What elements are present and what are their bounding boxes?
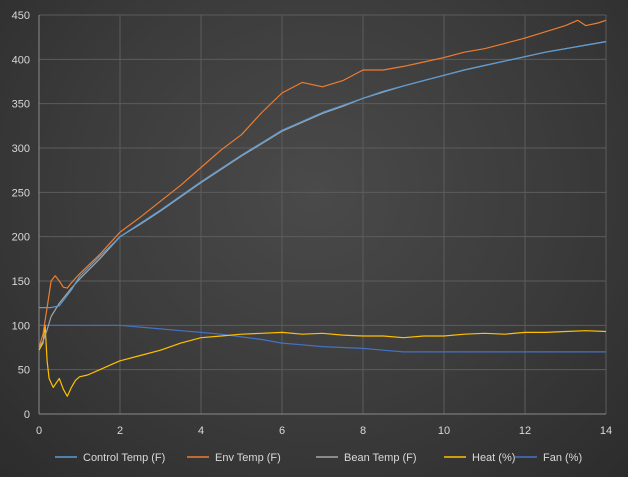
legend: Control Temp (F) Env Temp (F) Bean Temp (F… xyxy=(55,452,582,464)
y-tick-label: 200 xyxy=(12,232,30,244)
y-tick-label: 350 xyxy=(12,99,30,111)
y-tick-label: 150 xyxy=(12,276,30,288)
series-line-bean-temp-f xyxy=(38,41,607,348)
series-line-fan xyxy=(39,324,606,353)
series-line-heat xyxy=(38,324,607,397)
x-tick-label: 4 xyxy=(198,425,204,437)
legend-label-env-temp-f: Env Temp (F) xyxy=(215,452,281,464)
y-tick-label: 400 xyxy=(12,54,30,66)
y-tick-label: 250 xyxy=(12,187,30,199)
y-tick-label: 0 xyxy=(24,409,30,421)
legend-label-control-temp-f: Control Temp (F) xyxy=(83,452,165,464)
axes: 0 50 100 150 200 250 300 350 400 450 0 2 4 6 8 10 12 14 xyxy=(12,10,612,437)
series-line-env-temp-f xyxy=(38,19,607,348)
y-tick-label: 300 xyxy=(12,143,30,155)
x-tick-label: 0 xyxy=(36,425,42,437)
legend-label-bean-temp-f: Bean Temp (F) xyxy=(344,452,417,464)
x-tick-label: 6 xyxy=(279,425,285,437)
x-tick-label: 10 xyxy=(438,425,450,437)
y-tick-label: 450 xyxy=(12,10,30,22)
series-line-control-temp-f xyxy=(39,41,607,309)
x-tick-label: 8 xyxy=(360,425,366,437)
legend-label-fan: Fan (%) xyxy=(543,452,582,464)
y-tick-label: 100 xyxy=(12,320,30,332)
x-tick-label: 12 xyxy=(519,425,531,437)
y-tick-label: 50 xyxy=(18,365,30,377)
grid xyxy=(39,14,607,414)
x-tick-label: 14 xyxy=(600,425,612,437)
legend-label-heat: Heat (%) xyxy=(472,452,515,464)
x-tick-label: 2 xyxy=(117,425,123,437)
plot-area xyxy=(38,19,607,397)
